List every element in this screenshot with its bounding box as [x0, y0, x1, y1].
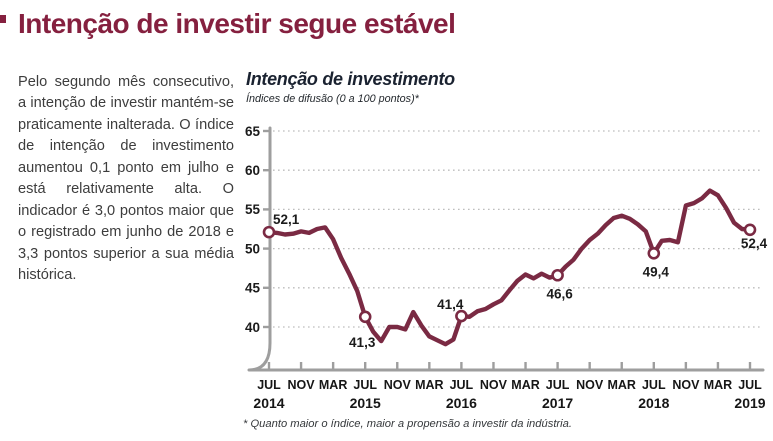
data-point-marker [262, 225, 276, 239]
data-point-label: 49,4 [643, 264, 670, 279]
y-axis-label: 65 [245, 124, 261, 139]
chart-title: Intenção de investimento [246, 69, 455, 89]
y-axis-label: 40 [245, 320, 260, 335]
y-axis-label: 60 [245, 163, 260, 178]
data-point-label: 52,4 [741, 236, 768, 251]
data-point-marker [358, 310, 372, 324]
x-axis-month-label: JUL [450, 378, 474, 392]
x-axis-month-label: JUL [546, 378, 570, 392]
data-point-marker [743, 223, 757, 237]
x-axis-year-label: 2017 [542, 395, 573, 411]
y-axis-label: 45 [245, 281, 261, 296]
page-title: Intenção de investir segue estável [18, 8, 456, 39]
data-point-label: 41,3 [349, 335, 376, 350]
intro-paragraph: Pelo segundo mês consecutivo, a intenção… [18, 74, 234, 283]
x-axis-month-label: MAR [704, 378, 732, 392]
x-axis-month-label: MAR [511, 378, 539, 392]
investment-line-series [266, 188, 753, 347]
x-axis-month-label: NOV [384, 378, 412, 392]
y-axis-label: 50 [245, 241, 260, 256]
x-axis-month-label: MAR [415, 378, 443, 392]
x-axis-month-label: NOV [576, 378, 604, 392]
chart-footnote: * Quanto maior o índice, maior a propens… [243, 418, 572, 430]
x-axis-month-label: MAR [607, 378, 635, 392]
x-axis-month-label: JUL [353, 378, 377, 392]
x-axis-month-label: JUL [738, 378, 762, 392]
x-axis-month-label: JUL [257, 378, 281, 392]
data-point-marker [647, 247, 661, 260]
x-axis-year-label: 2019 [734, 395, 765, 411]
data-point-label: 41,4 [437, 297, 464, 312]
x-axis-month-label: JUL [642, 378, 666, 392]
x-axis-year-label: 2018 [638, 395, 669, 411]
title-accent-square [0, 15, 6, 23]
x-axis-month-label: NOV [480, 378, 508, 392]
axis-frame [247, 126, 765, 372]
data-point-marker [551, 268, 564, 282]
x-axis-month-label: NOV [288, 378, 316, 392]
x-axis-year-label: 2016 [446, 395, 477, 411]
x-axis-month-label: MAR [319, 378, 347, 392]
chart-subtitle: Índices de difusão (0 a 100 pontos)* [246, 93, 419, 105]
data-point-label: 52,1 [273, 212, 300, 227]
data-point-label: 46,6 [546, 286, 573, 301]
x-axis-year-label: 2014 [253, 395, 284, 411]
x-axis-year-label: 2015 [350, 395, 381, 411]
x-axis-month-label: NOV [672, 378, 700, 392]
data-point-marker [455, 309, 468, 323]
y-axis-label: 55 [245, 202, 261, 217]
